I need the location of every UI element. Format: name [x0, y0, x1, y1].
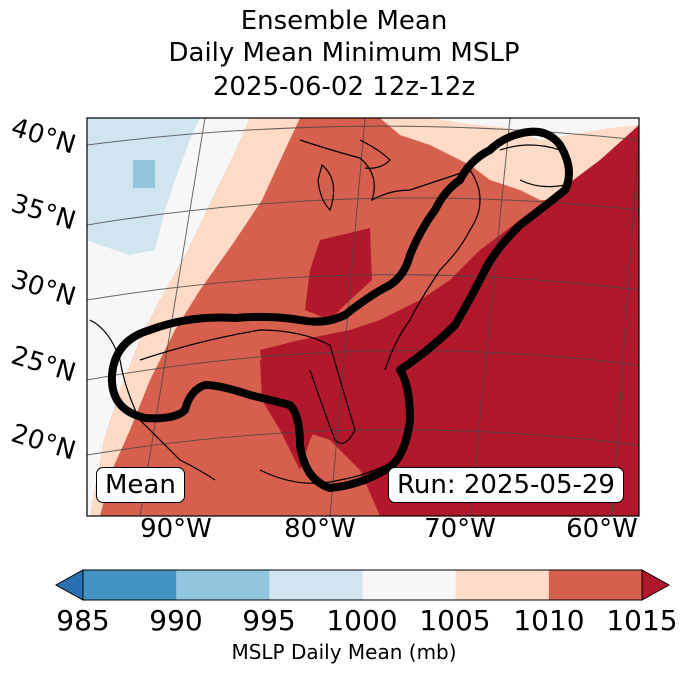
colorbar-frame: [82, 569, 643, 601]
colorbar-tick-1005: 1005: [419, 604, 491, 637]
field-above-1015-ocean: [260, 125, 639, 516]
colorbar-tick-995: 995: [242, 604, 296, 637]
colorbar-segment: [362, 570, 457, 600]
map-frame: [86, 117, 640, 517]
colorbar-extend-high: [641, 569, 671, 601]
field-above-1015-gulf: [260, 350, 340, 470]
mean-contour-outline: [107, 127, 573, 492]
colorbar-tick-990: 990: [149, 604, 203, 637]
colorbar-extend-low: [54, 569, 84, 601]
colorbar-label: MSLP Daily Mean (mb): [231, 640, 457, 664]
lon-label-90w: 90°W: [140, 514, 212, 544]
colorbar-tick-1010: 1010: [513, 604, 585, 637]
colorbar-segment: [548, 570, 643, 600]
title-line-2: Daily Mean Minimum MSLP: [168, 38, 520, 68]
lon-label-60w: 60°W: [566, 514, 638, 544]
title-line-1: Ensemble Mean: [240, 6, 448, 36]
run-date-box: Run: 2025-05-29: [388, 467, 624, 503]
lon-label-80w: 80°W: [284, 514, 356, 544]
field-above-1015-inland: [305, 228, 372, 320]
colorbar-tick-1015: 1015: [606, 604, 678, 637]
colorbar-segment: [455, 570, 550, 600]
colorbar-tick-985: 985: [56, 604, 110, 637]
lon-label-70w: 70°W: [424, 514, 496, 544]
colorbar-segment: [269, 570, 363, 600]
colorbar-tick-1000: 1000: [326, 604, 398, 637]
colorbar-segment: [176, 570, 270, 600]
field-1005-1010-west: [90, 118, 300, 516]
graticule: [87, 118, 639, 516]
title-line-3: 2025-06-02 12z-12z: [212, 72, 476, 102]
colorbar-segment: [83, 570, 177, 600]
field-990-995: [133, 160, 155, 188]
mean-label-box: Mean: [96, 467, 185, 503]
